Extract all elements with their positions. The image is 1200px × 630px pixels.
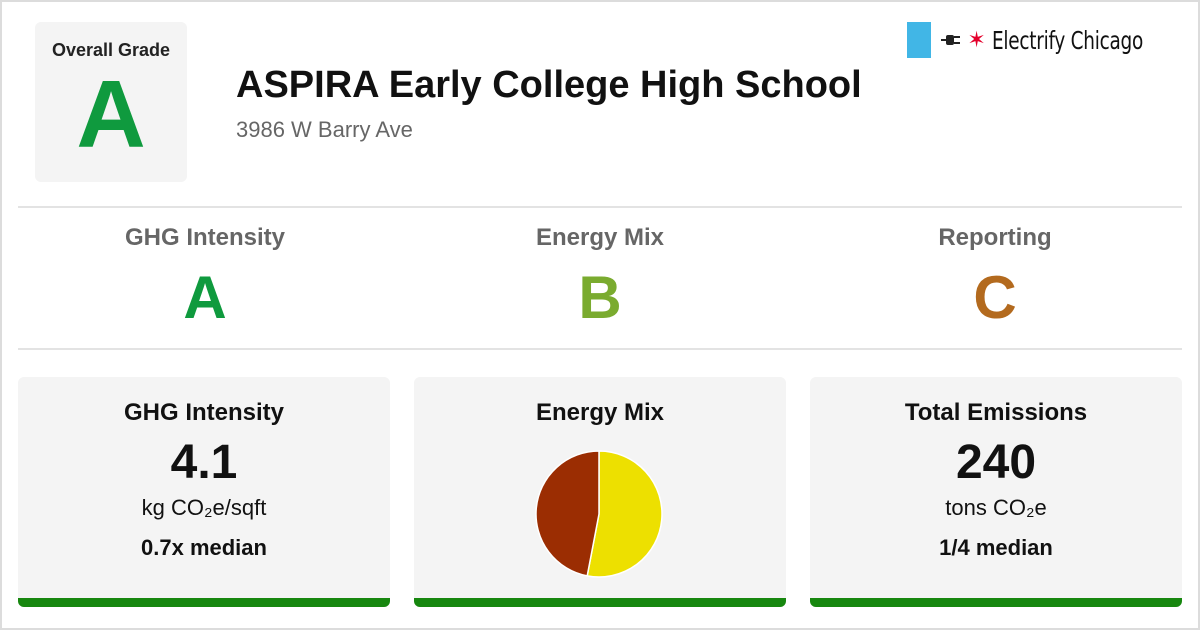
card-median-note: 0.7x median (141, 535, 267, 560)
card-unit: tons CO₂e (945, 495, 1047, 520)
overall-grade-value: A (76, 61, 146, 168)
card-status-bar (414, 598, 786, 607)
divider-middle (18, 348, 1182, 350)
card-status-bar (18, 598, 390, 607)
energy-mix-pie-chart (534, 449, 664, 579)
electrify-chicago-logo[interactable]: ✶ Electrify Chicago (907, 22, 1176, 58)
pie-svg (535, 450, 663, 578)
card-value: 240 (955, 436, 1037, 489)
grade-energy-mix: Energy Mix B (403, 224, 797, 330)
card-value: 4.1 (170, 436, 238, 489)
overall-grade-label: Overall Grade (51, 40, 171, 60)
total-emissions-card: Total Emissions 240 tons CO₂e 1/4 median (810, 377, 1182, 607)
school-address: 3986 W Barry Ave (236, 117, 413, 142)
grade-value: A (183, 264, 227, 331)
grade-label: GHG Intensity (124, 224, 286, 251)
card-unit: kg CO₂e/sqft (141, 495, 267, 520)
pie-slice-0 (586, 450, 663, 578)
card-status-bar (810, 598, 1182, 607)
logo-flag-bar (907, 22, 932, 58)
grade-label: Energy Mix (535, 224, 665, 251)
school-name: ASPIRA Early College High School (236, 64, 862, 106)
divider-top (18, 206, 1182, 208)
red-star-icon: ✶ (967, 27, 986, 52)
grade-value: B (578, 264, 622, 331)
card-title: GHG Intensity (123, 399, 285, 426)
ghg-intensity-card: GHG Intensity 4.1 kg CO₂e/sqft 0.7x medi… (18, 377, 390, 607)
logo-text: Electrify Chicago (991, 25, 1143, 55)
energy-mix-card: Energy Mix (414, 377, 786, 607)
card-median-note: 1/4 median (939, 535, 1053, 560)
overall-grade-box: Overall Grade A (35, 22, 187, 182)
grade-value: C (973, 264, 1017, 331)
pie-slice-1 (535, 450, 600, 577)
grade-label: Reporting (938, 224, 1052, 251)
card-title: Total Emissions (904, 399, 1088, 426)
grade-reporting: Reporting C (798, 224, 1192, 330)
card-title: Energy Mix (535, 399, 665, 426)
grade-ghg-intensity: GHG Intensity A (8, 224, 402, 330)
plug-icon (941, 35, 961, 45)
